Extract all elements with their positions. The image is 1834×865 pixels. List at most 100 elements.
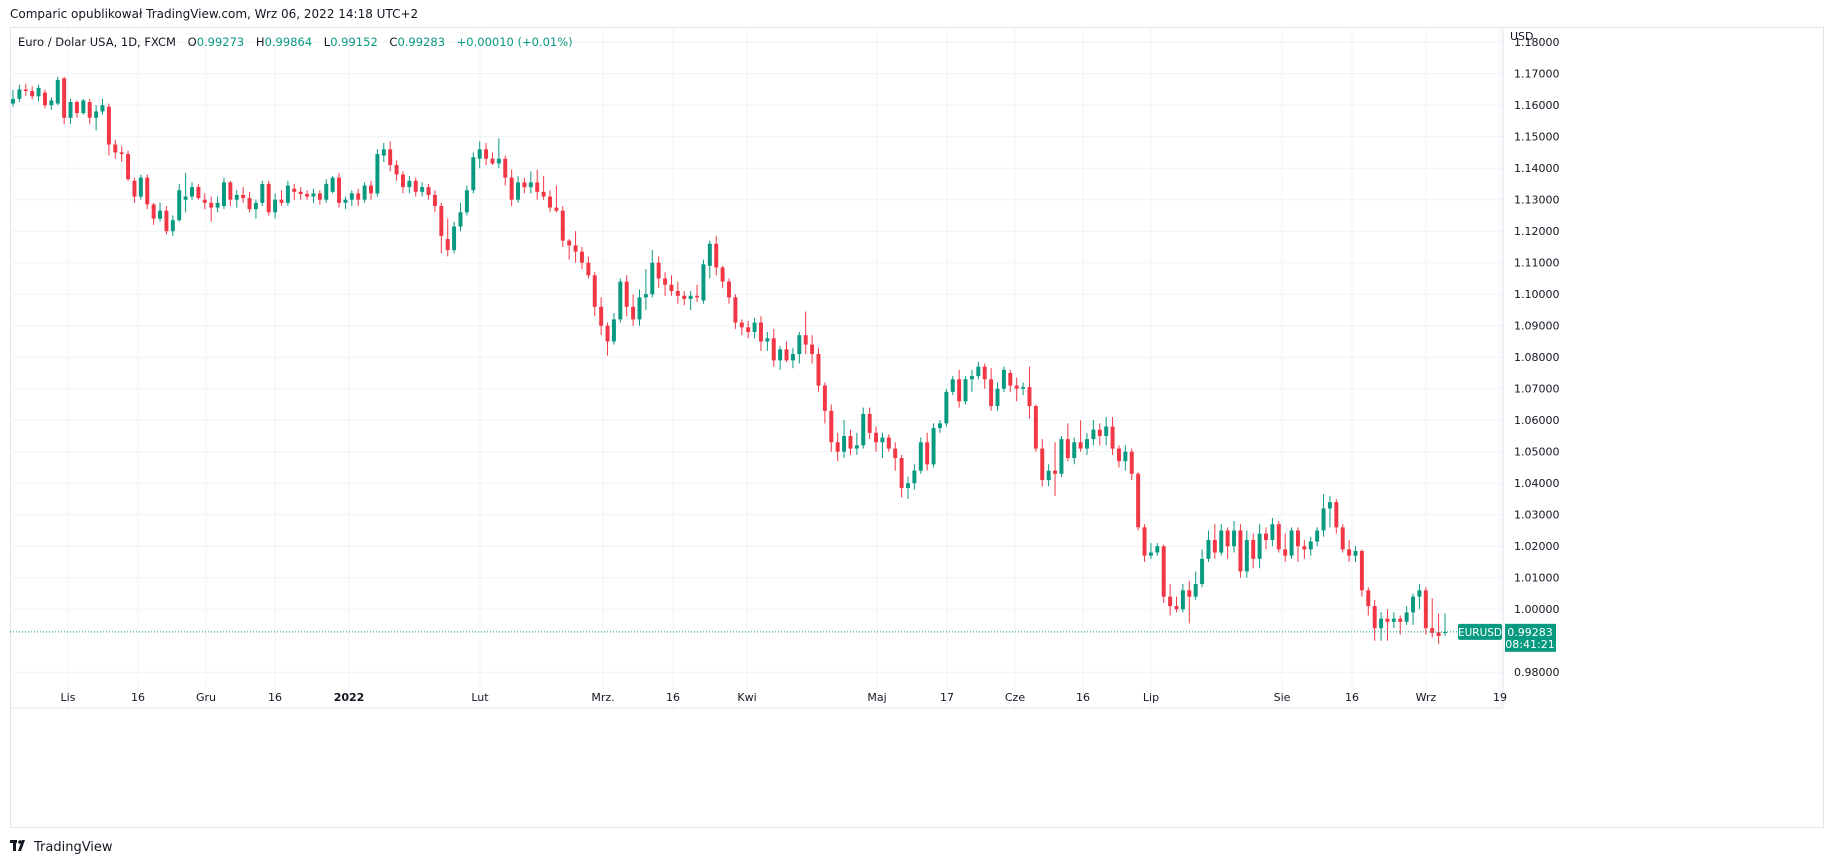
candle bbox=[1180, 584, 1185, 613]
candle bbox=[311, 188, 316, 203]
candle bbox=[957, 369, 962, 408]
candle-body bbox=[324, 183, 329, 200]
candle-body bbox=[541, 191, 546, 197]
candle-body bbox=[452, 226, 457, 251]
candle bbox=[490, 152, 495, 166]
candle bbox=[68, 98, 73, 125]
candle-body bbox=[330, 177, 335, 192]
candle bbox=[1295, 527, 1300, 562]
candle bbox=[1200, 549, 1205, 588]
candle-body bbox=[701, 264, 706, 301]
candle-body bbox=[388, 149, 393, 166]
candle-body bbox=[720, 267, 725, 282]
candle bbox=[637, 289, 642, 326]
candle-body bbox=[471, 157, 476, 191]
candle bbox=[1155, 543, 1160, 556]
candle-body bbox=[925, 442, 930, 465]
candle bbox=[548, 190, 552, 213]
candle bbox=[1385, 609, 1390, 641]
candle-body bbox=[458, 212, 463, 227]
candle bbox=[695, 284, 700, 303]
candle-body bbox=[1334, 502, 1339, 528]
candle-body bbox=[202, 199, 207, 203]
price-tick-label: 1.15000 bbox=[1514, 131, 1560, 144]
time-tick-label: 17 bbox=[940, 691, 954, 704]
candle-body bbox=[1225, 530, 1230, 547]
candle bbox=[554, 185, 559, 213]
candle bbox=[388, 141, 393, 172]
price-tick-label: 1.13000 bbox=[1514, 194, 1560, 207]
candle bbox=[522, 177, 527, 194]
candle bbox=[918, 437, 923, 474]
candle bbox=[177, 183, 182, 222]
candle-body bbox=[560, 210, 565, 241]
candle-body bbox=[963, 379, 968, 402]
candle bbox=[279, 190, 284, 206]
candle-body bbox=[1212, 539, 1217, 553]
footer-brand[interactable]: TradingView bbox=[10, 838, 113, 856]
last-price-symbol-tag bbox=[1458, 623, 1502, 640]
candle-body bbox=[643, 294, 648, 298]
candle-body bbox=[1168, 596, 1173, 607]
candle-body bbox=[790, 354, 795, 361]
published-by-header: Comparic opublikował TradingView.com, Wr… bbox=[10, 7, 419, 21]
candle bbox=[1302, 539, 1307, 559]
candle bbox=[324, 179, 329, 203]
candle bbox=[656, 256, 661, 288]
candle bbox=[1308, 536, 1313, 556]
ohlc-legend: Euro / Dolar USA, 1D, FXCM O0.99273 H0.9… bbox=[18, 35, 573, 49]
candle bbox=[976, 361, 981, 380]
candle bbox=[560, 205, 565, 247]
candle bbox=[618, 278, 623, 323]
candle bbox=[196, 183, 201, 200]
candle bbox=[1340, 524, 1345, 553]
candle bbox=[1436, 613, 1441, 644]
candle bbox=[631, 294, 636, 326]
candle-body bbox=[23, 89, 28, 92]
candle-body bbox=[1379, 618, 1384, 629]
candle-body bbox=[848, 435, 853, 449]
candle bbox=[30, 86, 35, 100]
candle-body bbox=[586, 262, 591, 276]
candle bbox=[145, 174, 150, 210]
candle-body bbox=[1404, 612, 1409, 622]
time-tick-label: Wrz bbox=[1416, 691, 1437, 704]
change-value: +0.00010 (+0.01%) bbox=[456, 35, 573, 49]
candle bbox=[1193, 571, 1198, 600]
candle-body bbox=[1097, 429, 1102, 436]
footer-brand-label: TradingView bbox=[34, 839, 113, 855]
candle bbox=[1040, 439, 1045, 487]
candle-body bbox=[74, 102, 79, 114]
candle bbox=[886, 434, 891, 452]
candle bbox=[822, 382, 827, 424]
candle bbox=[1257, 524, 1262, 569]
candle-body bbox=[1033, 406, 1038, 449]
close-label: C bbox=[389, 35, 398, 49]
candle-body bbox=[714, 243, 719, 268]
candle-body bbox=[918, 442, 923, 471]
symbol-title[interactable]: Euro / Dolar USA, 1D, FXCM bbox=[18, 35, 176, 49]
candle bbox=[349, 190, 354, 206]
candle-body bbox=[106, 106, 111, 145]
candle bbox=[663, 272, 668, 296]
candle bbox=[369, 180, 373, 200]
candle bbox=[1238, 524, 1243, 578]
candle bbox=[464, 185, 469, 216]
candle-body bbox=[1046, 470, 1051, 481]
candle bbox=[1033, 404, 1038, 452]
candle-body bbox=[861, 413, 866, 446]
candle-body bbox=[765, 338, 770, 342]
candle-body bbox=[1302, 546, 1307, 550]
candle bbox=[1148, 543, 1153, 559]
price-tick-label: 1.10000 bbox=[1514, 288, 1560, 301]
candle-body bbox=[1443, 631, 1447, 633]
candle bbox=[1276, 521, 1281, 553]
candle bbox=[995, 382, 1000, 411]
chart-frame[interactable] bbox=[10, 27, 1824, 828]
candle bbox=[669, 275, 674, 296]
candle bbox=[164, 205, 169, 235]
candle-body bbox=[190, 187, 194, 197]
candle-body bbox=[420, 187, 425, 192]
price-tick-label: 1.12000 bbox=[1514, 225, 1560, 238]
